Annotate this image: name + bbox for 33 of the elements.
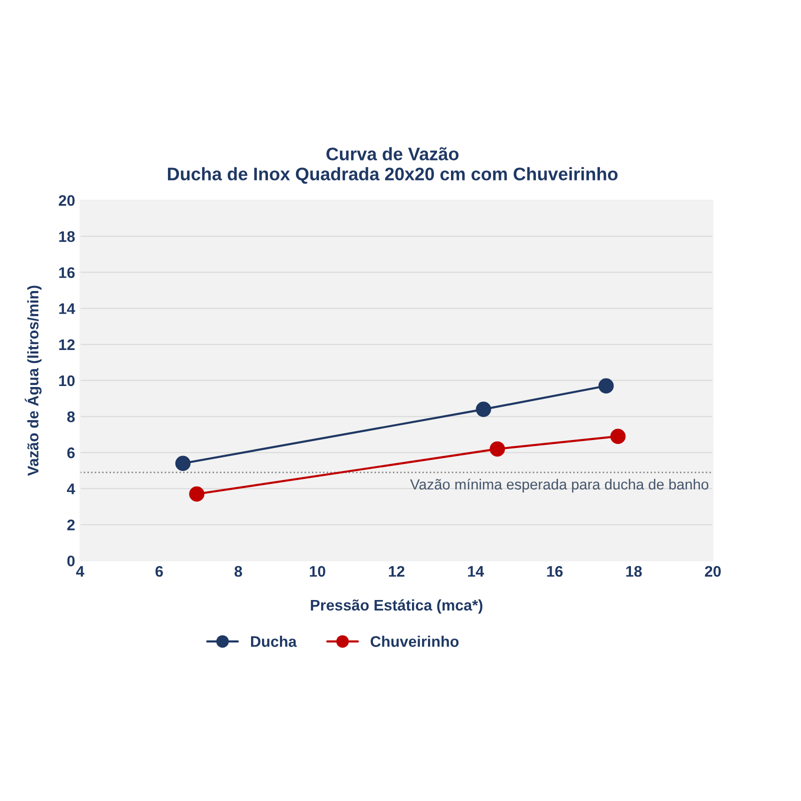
y-tick-label: 0 <box>67 556 75 566</box>
y-tick-label: 14 <box>59 303 76 314</box>
x-tick-label: 20 <box>704 566 721 577</box>
x-tick-label: 4 <box>76 566 84 577</box>
point <box>189 486 204 502</box>
y-tick-label: 18 <box>59 231 75 242</box>
point <box>490 441 505 457</box>
y-tick-label: 12 <box>59 339 75 350</box>
y-tick-label: 2 <box>67 520 75 530</box>
x-tick-label: 12 <box>388 566 404 577</box>
y-tick-label: 6 <box>67 447 75 458</box>
point <box>476 402 492 417</box>
y-axis-title: Vazão de Água (litros/min) <box>24 286 42 476</box>
x-tick-label: 14 <box>468 566 484 577</box>
x-tick-label: 10 <box>310 566 326 577</box>
legend-label: Ducha <box>251 636 297 647</box>
y-tick-label: 8 <box>67 411 75 422</box>
x-tick-label: 16 <box>547 566 563 577</box>
x-axis-title: Pressão Estática (mca*) <box>310 599 482 614</box>
point <box>610 428 626 444</box>
point <box>175 456 191 472</box>
ref-line-label: Vazão mínima esperada para ducha de banho <box>410 478 708 492</box>
chart-title: Curva de Vazão <box>326 147 459 160</box>
chart-subtitle: Ducha de Inox Quadrada 20x20 cm com Chuveirinho <box>168 167 618 184</box>
y-tick-label: 20 <box>58 195 75 206</box>
point <box>598 378 614 394</box>
x-tick-label: 8 <box>234 566 242 577</box>
y-tick-label: 4 <box>66 484 76 494</box>
y-tick-label: 10 <box>59 375 75 386</box>
x-tick-label: 18 <box>626 566 642 577</box>
legend-label: Chuveirinho <box>370 636 459 647</box>
x-tick-label: 6 <box>156 566 163 577</box>
y-tick-label: 16 <box>59 267 75 278</box>
